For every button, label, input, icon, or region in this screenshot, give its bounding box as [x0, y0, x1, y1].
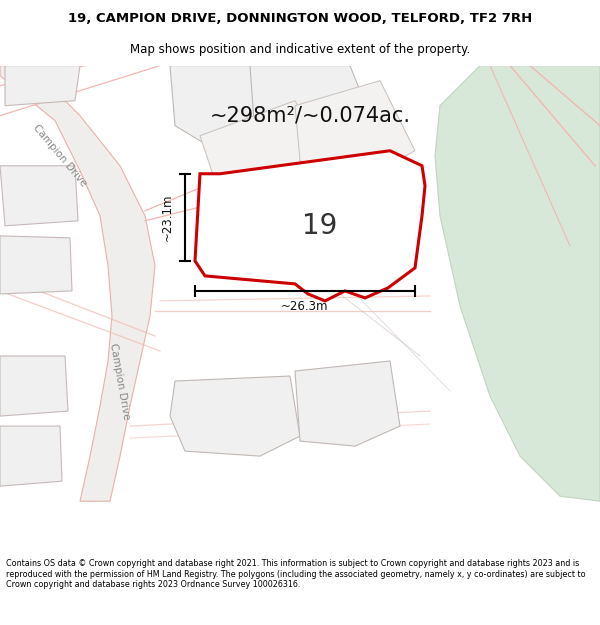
Polygon shape	[5, 66, 80, 106]
Polygon shape	[0, 356, 68, 416]
Text: ~23.1m: ~23.1m	[161, 194, 173, 241]
Text: Contains OS data © Crown copyright and database right 2021. This information is : Contains OS data © Crown copyright and d…	[6, 559, 586, 589]
Polygon shape	[0, 66, 155, 501]
Text: Map shows position and indicative extent of the property.: Map shows position and indicative extent…	[130, 44, 470, 56]
Polygon shape	[250, 66, 370, 141]
Polygon shape	[200, 101, 330, 201]
Text: 19, CAMPION DRIVE, DONNINGTON WOOD, TELFORD, TF2 7RH: 19, CAMPION DRIVE, DONNINGTON WOOD, TELF…	[68, 12, 532, 25]
Polygon shape	[295, 361, 400, 446]
Text: 19: 19	[302, 212, 338, 240]
Polygon shape	[295, 81, 415, 181]
Polygon shape	[435, 66, 600, 501]
Polygon shape	[170, 66, 345, 161]
Polygon shape	[195, 151, 425, 301]
Polygon shape	[0, 426, 62, 486]
Polygon shape	[170, 376, 300, 456]
Text: Campion Drive: Campion Drive	[31, 122, 89, 189]
Polygon shape	[0, 236, 72, 294]
Text: ~298m²/~0.074ac.: ~298m²/~0.074ac.	[209, 106, 410, 126]
Polygon shape	[0, 166, 78, 226]
Text: Campion Drive: Campion Drive	[109, 342, 131, 420]
Text: ~26.3m: ~26.3m	[281, 301, 329, 313]
